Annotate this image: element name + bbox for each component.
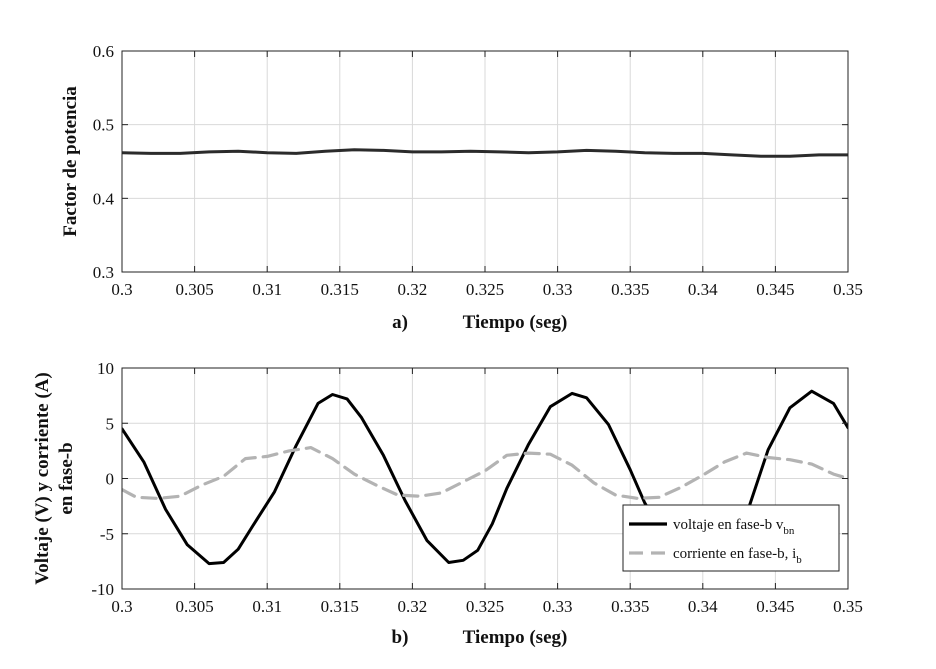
x-tick-label: 0.3 — [111, 597, 132, 616]
legend-label-subscript: bn — [783, 525, 795, 537]
legend-label-current: corriente en fase-b, ib — [673, 546, 802, 566]
y-tick-label: 0.4 — [93, 189, 115, 208]
x-tick-label: 0.34 — [688, 280, 718, 299]
x-tick-label: 0.315 — [321, 597, 359, 616]
x-tick-label: 0.33 — [543, 597, 573, 616]
y-tick-label: -10 — [91, 580, 114, 599]
x-tick-label: 0.32 — [398, 280, 428, 299]
y-tick-label: 0.3 — [93, 263, 114, 282]
x-tick-label: 0.32 — [398, 597, 428, 616]
voltage-series-line — [747, 389, 848, 508]
x-tick-label: 0.335 — [611, 280, 649, 299]
legend: voltaje en fase-b vbn corriente en fase-b… — [622, 504, 840, 572]
legend-label-text: voltaje en fase-b v — [673, 517, 784, 533]
x-axis-label: Tiempo (seg) — [463, 312, 568, 333]
chart-panel-1: 0.3 0.305 0.31 0.315 0.32 0.325 0.33 0.335 0.34 0… — [60, 42, 863, 333]
x-tick-label: 0.315 — [321, 280, 359, 299]
legend-label-voltage: voltaje en fase-b vbn — [673, 517, 795, 537]
x-tick-label: 0.345 — [756, 280, 794, 299]
voltage-series-line — [122, 391, 654, 566]
legend-box — [622, 504, 840, 572]
panel-label: a) — [392, 312, 408, 333]
y-tick-label: 0.6 — [93, 42, 114, 61]
y-tick-label: 5 — [106, 414, 115, 433]
y-axis-label-line: Voltaje (V) y corriente (A) — [32, 372, 53, 584]
x-tick-label: 0.305 — [175, 280, 213, 299]
x-tick-label: 0.3 — [111, 280, 132, 299]
x-tick-label: 0.34 — [688, 597, 718, 616]
x-tick-label: 0.31 — [252, 280, 282, 299]
x-tick-label: 0.35 — [833, 280, 863, 299]
x-tick-label: 0.31 — [252, 597, 282, 616]
y-tick-label: 0.5 — [93, 116, 114, 135]
x-tick-label: 0.33 — [543, 280, 573, 299]
legend-label-text: corriente en fase-b, i — [673, 546, 796, 562]
x-tick-label: 0.35 — [833, 597, 863, 616]
power-factor-line — [122, 148, 848, 158]
chart-panel-2: 0.3 0.305 0.31 0.315 0.32 0.325 0.33 0.335 0.34 0… — [32, 359, 863, 648]
x-tick-label: 0.345 — [756, 597, 794, 616]
x-tick-label: 0.305 — [175, 597, 213, 616]
x-tick-label: 0.335 — [611, 597, 649, 616]
x-tick-label: 0.325 — [466, 280, 504, 299]
current-series-line — [122, 446, 848, 500]
y-tick-label: 10 — [97, 359, 114, 378]
legend-label-subscript: b — [796, 554, 802, 566]
x-axis-label: Tiempo (seg) — [463, 627, 568, 648]
y-axis-label: Factor de potencia — [60, 86, 81, 237]
y-tick-label: -5 — [100, 525, 114, 544]
y-tick-label: 0 — [106, 470, 115, 489]
y-axis-label-line: en fase-b — [56, 442, 77, 514]
x-tick-label: 0.325 — [466, 597, 504, 616]
panel-label: b) — [392, 627, 409, 648]
